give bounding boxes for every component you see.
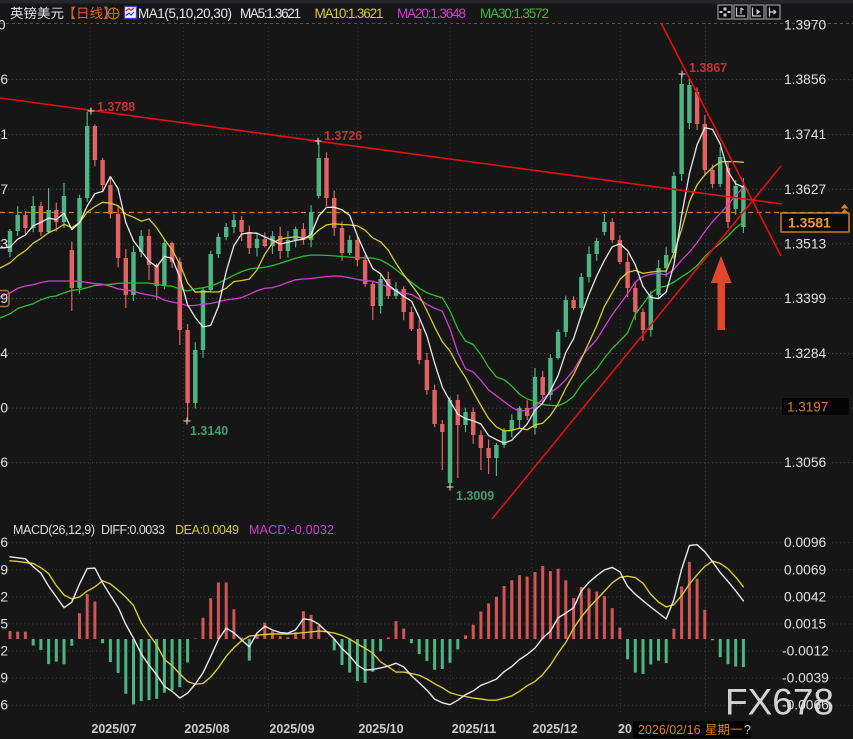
svg-text:MA1(5,10,20,30): MA1(5,10,20,30) xyxy=(138,6,232,21)
svg-text:1.3513: 1.3513 xyxy=(784,236,827,251)
svg-text:0.0069: 0.0069 xyxy=(784,562,827,577)
svg-text:0.0069: 0.0069 xyxy=(0,562,8,577)
svg-text:-0.0066: -0.0066 xyxy=(782,698,829,713)
svg-text:2026/02/16: 2026/02/16 xyxy=(638,723,701,737)
svg-text:FX678: FX678 xyxy=(725,682,834,723)
svg-text:0.0042: 0.0042 xyxy=(784,589,826,604)
svg-text:0.0096: 0.0096 xyxy=(784,535,827,550)
svg-text:-0.0012: -0.0012 xyxy=(782,644,829,659)
svg-text:MACD(26,12,9): MACD(26,12,9) xyxy=(13,523,95,537)
svg-text:-0.0039: -0.0039 xyxy=(0,671,8,686)
svg-text:1.3970: 1.3970 xyxy=(784,18,827,33)
svg-text:1.3284: 1.3284 xyxy=(0,346,8,361)
svg-text:1.3867: 1.3867 xyxy=(689,61,727,75)
svg-text:1.3788: 1.3788 xyxy=(97,100,135,114)
svg-text:1.3856: 1.3856 xyxy=(784,72,827,87)
svg-text:2025/08: 2025/08 xyxy=(184,722,229,736)
svg-text:0.0015: 0.0015 xyxy=(784,617,827,632)
svg-text:DEA:0.0049: DEA:0.0049 xyxy=(175,523,239,537)
svg-text:-0.0066: -0.0066 xyxy=(0,698,8,713)
svg-text:0.0015: 0.0015 xyxy=(0,617,8,632)
svg-text:0.0042: 0.0042 xyxy=(0,589,8,604)
svg-text:DIFF:0.0033: DIFF:0.0033 xyxy=(101,523,165,537)
svg-text:2025/12: 2025/12 xyxy=(532,722,577,736)
svg-text:MA30:1.3572: MA30:1.3572 xyxy=(480,6,549,21)
svg-text:1.3627: 1.3627 xyxy=(784,182,826,197)
svg-text:1.3399: 1.3399 xyxy=(784,291,827,306)
svg-text:1.3856: 1.3856 xyxy=(0,72,8,87)
svg-text:1.3197: 1.3197 xyxy=(787,400,828,415)
svg-text:1.3284: 1.3284 xyxy=(784,346,827,361)
svg-text:MACD:-0.0032: MACD:-0.0032 xyxy=(249,523,334,537)
svg-text:2025/10: 2025/10 xyxy=(358,722,403,736)
svg-text:1.3170: 1.3170 xyxy=(0,401,8,416)
svg-text:-0.0039: -0.0039 xyxy=(782,671,829,686)
svg-text:1.3056: 1.3056 xyxy=(0,455,8,470)
svg-text:MA20:1.3648: MA20:1.3648 xyxy=(397,6,466,21)
svg-text:-0.0012: -0.0012 xyxy=(0,644,8,659)
svg-text:1.3513: 1.3513 xyxy=(0,236,8,251)
svg-text:1.3970: 1.3970 xyxy=(0,18,6,33)
svg-text:MA10:1.3621: MA10:1.3621 xyxy=(315,6,384,21)
svg-text:MA5:1.3621: MA5:1.3621 xyxy=(240,6,301,21)
svg-text:1.3009: 1.3009 xyxy=(456,489,494,503)
svg-text:1.3056: 1.3056 xyxy=(784,455,827,470)
svg-text:1.3399: 1.3399 xyxy=(0,291,8,306)
svg-text:1.3581: 1.3581 xyxy=(788,215,831,231)
svg-text:0.0096: 0.0096 xyxy=(0,535,8,550)
svg-text:1.3140: 1.3140 xyxy=(190,424,228,438)
svg-text:2025/09: 2025/09 xyxy=(269,722,314,736)
svg-text:1.3741: 1.3741 xyxy=(784,127,826,142)
svg-text:2025/07: 2025/07 xyxy=(91,722,136,736)
svg-text:1.3741: 1.3741 xyxy=(0,127,8,142)
svg-text:20: 20 xyxy=(618,722,632,736)
svg-text:?: ? xyxy=(744,723,751,737)
svg-text:2025/11: 2025/11 xyxy=(452,722,497,736)
svg-text:1.3726: 1.3726 xyxy=(324,129,362,143)
svg-text:1.3627: 1.3627 xyxy=(0,182,8,197)
